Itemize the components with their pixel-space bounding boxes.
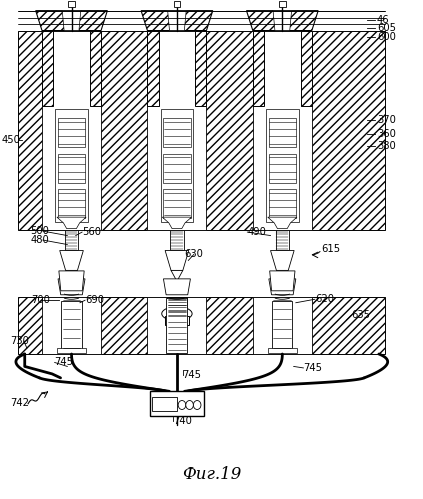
Text: 360: 360 — [377, 129, 396, 139]
Bar — [61, 301, 82, 350]
Text: 745: 745 — [55, 357, 74, 367]
Bar — [68, 0, 75, 6]
Polygon shape — [165, 250, 189, 270]
Bar — [253, 297, 312, 354]
Polygon shape — [60, 250, 83, 270]
Bar — [57, 348, 86, 353]
Bar — [42, 30, 53, 106]
Text: 745: 745 — [303, 363, 322, 373]
Bar — [55, 109, 88, 222]
Bar — [58, 118, 85, 147]
Text: 560: 560 — [82, 227, 101, 237]
Text: 46: 46 — [377, 14, 390, 24]
Text: 380: 380 — [377, 141, 396, 151]
Polygon shape — [66, 270, 77, 281]
Text: 635: 635 — [352, 310, 371, 320]
Bar — [167, 297, 187, 317]
Bar — [163, 189, 191, 218]
Bar — [147, 297, 206, 354]
Bar — [269, 154, 296, 183]
Text: 490: 490 — [247, 227, 266, 237]
Bar — [42, 30, 101, 230]
Bar — [301, 30, 312, 106]
Bar — [19, 30, 385, 230]
Text: 500: 500 — [30, 226, 49, 236]
Text: 615: 615 — [321, 245, 340, 254]
Text: 700: 700 — [31, 295, 50, 305]
Bar — [58, 189, 85, 218]
Bar — [147, 30, 206, 230]
Text: 605: 605 — [377, 23, 396, 33]
Bar — [272, 301, 292, 350]
Text: 480: 480 — [30, 235, 49, 245]
Polygon shape — [58, 279, 85, 295]
Bar — [276, 230, 289, 250]
Text: 630: 630 — [184, 250, 203, 259]
Polygon shape — [270, 271, 295, 291]
Bar — [161, 109, 193, 222]
Circle shape — [178, 401, 186, 410]
Bar — [165, 316, 189, 325]
Ellipse shape — [162, 307, 192, 321]
Text: 745: 745 — [182, 370, 201, 380]
Polygon shape — [271, 250, 294, 270]
Bar — [253, 30, 264, 106]
Circle shape — [186, 401, 193, 410]
Bar — [147, 30, 159, 106]
Bar — [195, 30, 206, 106]
Bar — [266, 109, 299, 222]
Polygon shape — [247, 10, 318, 30]
Bar — [268, 348, 297, 353]
Bar — [166, 298, 187, 352]
Bar — [19, 297, 385, 354]
Text: 742: 742 — [10, 398, 29, 408]
Polygon shape — [141, 10, 213, 30]
Circle shape — [193, 401, 201, 410]
Text: 690: 690 — [85, 295, 104, 305]
Bar — [163, 154, 191, 183]
Polygon shape — [36, 10, 107, 30]
Polygon shape — [269, 279, 296, 295]
Bar — [58, 154, 85, 183]
Polygon shape — [59, 271, 84, 291]
Text: 600: 600 — [377, 31, 396, 41]
Text: 730: 730 — [10, 336, 29, 346]
Bar — [170, 230, 184, 250]
Bar — [269, 189, 296, 218]
Bar — [65, 230, 78, 250]
Bar — [253, 30, 312, 230]
Polygon shape — [171, 270, 183, 281]
Bar — [42, 297, 101, 354]
Bar — [149, 391, 204, 416]
Polygon shape — [162, 217, 192, 229]
Text: Фиг.19: Фиг.19 — [182, 466, 241, 483]
Polygon shape — [57, 217, 86, 229]
Bar — [90, 30, 101, 106]
Polygon shape — [276, 270, 288, 281]
Polygon shape — [268, 217, 297, 229]
Polygon shape — [62, 10, 81, 30]
Text: 450: 450 — [2, 135, 20, 145]
Text: 370: 370 — [377, 115, 396, 125]
Bar — [279, 0, 286, 6]
Bar — [163, 118, 191, 147]
Bar — [152, 397, 176, 411]
Text: 620: 620 — [315, 294, 334, 304]
Bar — [269, 118, 296, 147]
Text: 740: 740 — [173, 416, 192, 426]
Polygon shape — [163, 279, 190, 295]
Polygon shape — [273, 10, 291, 30]
Polygon shape — [168, 10, 186, 30]
Bar — [173, 0, 180, 6]
